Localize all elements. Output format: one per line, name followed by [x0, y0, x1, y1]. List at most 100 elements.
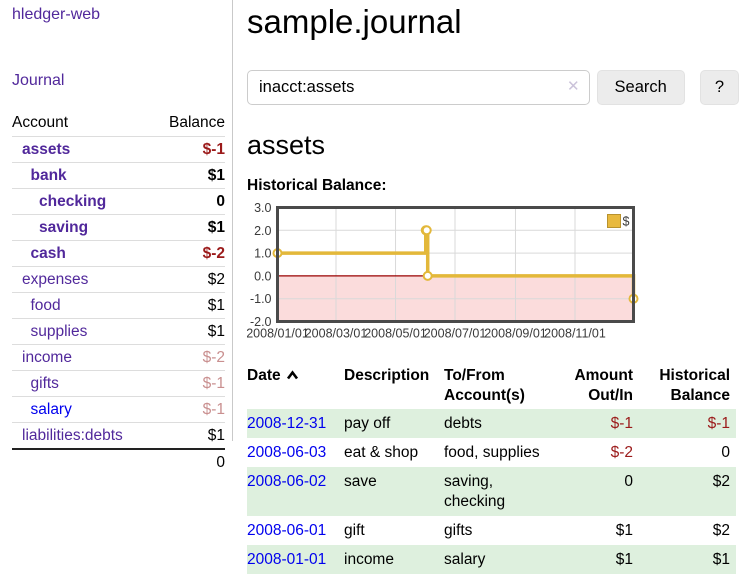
account-balance: $1 [153, 292, 225, 319]
transaction-amount: $-2 [610, 443, 633, 461]
transaction-date-link[interactable]: 2008-06-03 [247, 443, 327, 461]
transaction-amount: $1 [615, 521, 633, 539]
data-point-marker [422, 270, 433, 281]
account-balance-table: Account Balance assets $-1 bank $1 checking 0… [12, 111, 225, 475]
account-balance: $1 [153, 162, 225, 189]
transaction-date-link[interactable]: 2008-01-01 [247, 550, 327, 568]
transaction-description: eat & shop [344, 443, 419, 461]
transaction-balance: 0 [721, 443, 730, 461]
sidebar-account-link[interactable]: checking [39, 192, 107, 210]
transaction-accounts: gifts [444, 521, 473, 539]
account-row: bank $1 [12, 162, 225, 189]
main-content: sample.journal ✕ Search ? assets Histori… [247, 0, 739, 574]
clear-search-icon[interactable]: ✕ [566, 78, 580, 95]
sidebar-account-link[interactable]: supplies [30, 322, 88, 340]
transaction-amount: $1 [615, 550, 633, 568]
account-table-body: assets $-1 bank $1 checking 0 saving $1 cash $-2 e… [12, 136, 225, 449]
transaction-accounts: saving, checking [444, 472, 506, 510]
account-balance: $1 [153, 214, 225, 241]
register-header-label: To/From Account(s) [444, 367, 525, 404]
register-row: 2008-01-01 income salary $1 $1 [247, 545, 736, 574]
account-total-balance: 0 [153, 448, 225, 475]
transaction-balance: $2 [712, 472, 730, 490]
account-balance: $1 [153, 422, 225, 449]
y-axis-tick-label: 2.0 [254, 224, 271, 238]
help-button[interactable]: ? [699, 70, 739, 105]
account-balance: $2 [153, 266, 225, 293]
x-axis-tick-label: 2008/09/01 [484, 327, 547, 341]
x-axis-tick-label: 2008/01/01 [247, 327, 309, 341]
historical-balance-chart: 3.0 2.0 1.0 0.0 -1.0 -2.02008/01/012008/03/01… [247, 201, 639, 341]
y-axis-tick-label: 0.0 [254, 269, 271, 283]
account-balance: $-1 [153, 396, 225, 423]
register-header-date[interactable]: Date [247, 363, 344, 409]
account-row: expenses $2 [12, 266, 225, 293]
account-row: income $-2 [12, 344, 225, 371]
transaction-date-link[interactable]: 2008-06-01 [247, 521, 327, 539]
transaction-description: gift [344, 521, 365, 539]
y-axis-tick-label: 3.0 [254, 201, 271, 215]
account-row: liabilities:debts $1 [12, 422, 225, 449]
sidebar-account-link[interactable]: income [22, 348, 72, 366]
transaction-accounts: debts [444, 414, 482, 432]
sidebar-account-link[interactable]: gifts [30, 374, 59, 392]
register-table: Date Description To/From Account(s) Amount … [247, 363, 736, 574]
sidebar-account-link[interactable]: bank [30, 166, 67, 184]
register-row: 2008-06-03 eat & shop food, supplies $-2 0 [247, 438, 736, 467]
register-header-to-from-account-s: To/From Account(s) [444, 363, 554, 409]
y-axis-tick-label: -2.0 [250, 315, 272, 329]
transaction-date-link[interactable]: 2008-12-31 [247, 414, 327, 432]
account-heading: assets [247, 130, 326, 160]
sidebar-account-link[interactable]: cash [30, 244, 66, 262]
transaction-balance: $2 [712, 521, 730, 539]
sidebar-account-link[interactable]: saving [39, 218, 89, 236]
register-row: 2008-06-02 save saving, checking 0 $2 [247, 467, 736, 516]
account-row: saving $1 [12, 214, 225, 241]
data-point-marker [421, 225, 432, 236]
search-button[interactable]: Search [596, 70, 685, 105]
sidebar: hledger-web Journal Account Balance asse… [0, 0, 233, 475]
transaction-amount: $-1 [610, 414, 633, 432]
page-title: sample.journal [247, 3, 462, 40]
legend-swatch-icon [607, 214, 621, 228]
search-input[interactable] [247, 70, 590, 105]
sidebar-account-link[interactable]: expenses [22, 270, 89, 288]
account-balance: $-1 [153, 136, 225, 163]
app-title-link[interactable]: hledger-web [12, 6, 101, 23]
account-balance: 0 [153, 188, 225, 215]
account-row: salary $-1 [12, 396, 225, 423]
account-row: cash $-2 [12, 240, 225, 267]
sort-ascending-icon [286, 370, 298, 380]
sidebar-account-link[interactable]: salary [30, 400, 72, 418]
sidebar-account-link[interactable]: assets [22, 140, 71, 158]
account-row: supplies $1 [12, 318, 225, 345]
register-header-label: Amount Out/In [574, 367, 633, 404]
x-axis-tick-label: 2008/03/01 [305, 327, 368, 341]
y-axis-tick-label: -1.0 [250, 292, 272, 306]
journal-link[interactable]: Journal [12, 72, 65, 89]
register-row: 2008-06-01 gift gifts $1 $2 [247, 516, 736, 545]
register-row: 2008-12-31 pay off debts $-1 $-1 [247, 409, 736, 438]
account-total-row: 0 [12, 448, 225, 475]
sidebar-account-link[interactable]: food [30, 296, 61, 314]
account-balance: $-1 [153, 370, 225, 397]
register-header-label: Description [344, 367, 430, 384]
account-table-header-row: Account Balance [12, 111, 225, 137]
transaction-amount: 0 [624, 472, 633, 490]
search-bar: ✕ Search ? [247, 70, 739, 105]
account-row: food $1 [12, 292, 225, 319]
register-header-historical-balance: Historical Balance [639, 363, 736, 409]
transaction-date-link[interactable]: 2008-06-02 [247, 472, 327, 490]
plot-border [276, 206, 635, 323]
transaction-description: income [344, 550, 394, 568]
x-axis-tick-label: 2008/11/01 [544, 327, 606, 341]
x-axis-tick-label: 2008/07/01 [424, 327, 487, 341]
account-column-header: Account [12, 114, 69, 131]
account-balance: $1 [153, 318, 225, 345]
transaction-balance: $1 [712, 550, 730, 568]
register-header-amount-out-in: Amount Out/In [554, 363, 639, 409]
chart-label: Historical Balance: [247, 177, 387, 194]
account-row: assets $-1 [12, 136, 225, 163]
transaction-accounts: food, supplies [444, 443, 540, 461]
sidebar-account-link[interactable]: liabilities:debts [22, 426, 123, 444]
